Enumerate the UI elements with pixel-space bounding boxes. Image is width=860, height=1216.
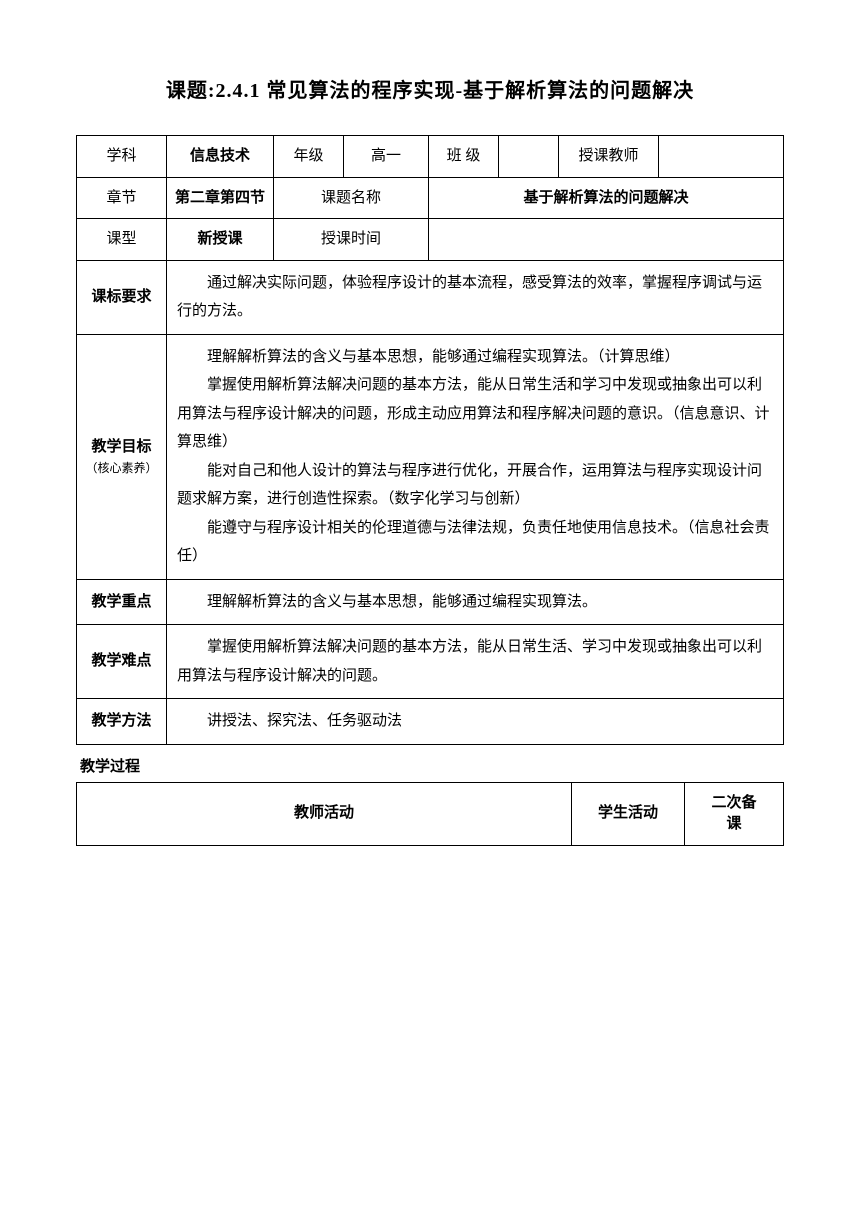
main-table: 学科 信息技术 年级 高一 班 级 授课教师 章节 第二章第四节 课题名称 基于… bbox=[76, 135, 784, 745]
objectives-p4: 能遵守与程序设计相关的伦理道德与法律法规，负责任地使用信息技术。（信息社会责任） bbox=[177, 514, 773, 571]
difficulty-content: 掌握使用解析算法解决问题的基本方法，能从日常生活、学习中发现或抽象出可以利用算法… bbox=[167, 625, 784, 699]
method-label: 教学方法 bbox=[77, 699, 167, 745]
type-value: 新授课 bbox=[167, 219, 274, 261]
process-header-row: 教师活动 学生活动 二次备 课 bbox=[77, 782, 784, 845]
objectives-label-sub: （核心素养） bbox=[85, 459, 158, 478]
objectives-p3: 能对自己和他人设计的算法与程序进行优化，开展合作，运用算法与程序实现设计问题求解… bbox=[177, 457, 773, 514]
class-value bbox=[499, 136, 559, 178]
process-col-notes-line1: 二次备 bbox=[712, 795, 757, 811]
topic-label: 课题名称 bbox=[274, 177, 429, 219]
page-title: 课题:2.4.1 常见算法的程序实现-基于解析算法的问题解决 bbox=[76, 74, 784, 103]
time-label: 授课时间 bbox=[274, 219, 429, 261]
objectives-label: 教学目标 （核心素养） bbox=[77, 334, 167, 579]
grade-label: 年级 bbox=[274, 136, 344, 178]
teacher-label: 授课教师 bbox=[559, 136, 659, 178]
objectives-row: 教学目标 （核心素养） 理解解析算法的含义与基本思想，能够通过编程实现算法。（计… bbox=[77, 334, 784, 579]
time-value bbox=[429, 219, 784, 261]
process-col-teacher: 教师活动 bbox=[77, 782, 572, 845]
chapter-value: 第二章第四节 bbox=[167, 177, 274, 219]
objectives-label-main: 教学目标 bbox=[91, 439, 151, 455]
subject-label: 学科 bbox=[77, 136, 167, 178]
objectives-p2: 掌握使用解析算法解决问题的基本方法，能从日常生活和学习中发现或抽象出可以利用算法… bbox=[177, 371, 773, 457]
key-point-content: 理解解析算法的含义与基本思想，能够通过编程实现算法。 bbox=[167, 579, 784, 625]
key-point-row: 教学重点 理解解析算法的含义与基本思想，能够通过编程实现算法。 bbox=[77, 579, 784, 625]
key-point-label: 教学重点 bbox=[77, 579, 167, 625]
class-label: 班 级 bbox=[429, 136, 499, 178]
grade-value: 高一 bbox=[344, 136, 429, 178]
process-table: 教师活动 学生活动 二次备 课 bbox=[76, 782, 784, 846]
objectives-content: 理解解析算法的含义与基本思想，能够通过编程实现算法。（计算思维） 掌握使用解析算… bbox=[167, 334, 784, 579]
process-col-student: 学生活动 bbox=[571, 782, 684, 845]
header-row-1: 学科 信息技术 年级 高一 班 级 授课教师 bbox=[77, 136, 784, 178]
topic-value: 基于解析算法的问题解决 bbox=[429, 177, 784, 219]
method-content: 讲授法、探究法、任务驱动法 bbox=[167, 699, 784, 745]
method-row: 教学方法 讲授法、探究法、任务驱动法 bbox=[77, 699, 784, 745]
teacher-value bbox=[659, 136, 784, 178]
header-row-2: 章节 第二章第四节 课题名称 基于解析算法的问题解决 bbox=[77, 177, 784, 219]
subject-value: 信息技术 bbox=[167, 136, 274, 178]
standard-label: 课标要求 bbox=[77, 260, 167, 334]
standard-row: 课标要求 通过解决实际问题，体验程序设计的基本流程，感受算法的效率，掌握程序调试… bbox=[77, 260, 784, 334]
objectives-p1: 理解解析算法的含义与基本思想，能够通过编程实现算法。（计算思维） bbox=[177, 343, 773, 372]
type-label: 课型 bbox=[77, 219, 167, 261]
difficulty-row: 教学难点 掌握使用解析算法解决问题的基本方法，能从日常生活、学习中发现或抽象出可… bbox=[77, 625, 784, 699]
difficulty-label: 教学难点 bbox=[77, 625, 167, 699]
chapter-label: 章节 bbox=[77, 177, 167, 219]
process-col-notes-line2: 课 bbox=[727, 816, 742, 832]
standard-content: 通过解决实际问题，体验程序设计的基本流程，感受算法的效率，掌握程序调试与运行的方… bbox=[167, 260, 784, 334]
header-row-3: 课型 新授课 授课时间 bbox=[77, 219, 784, 261]
process-heading: 教学过程 bbox=[80, 755, 784, 776]
process-col-notes: 二次备 课 bbox=[685, 782, 784, 845]
